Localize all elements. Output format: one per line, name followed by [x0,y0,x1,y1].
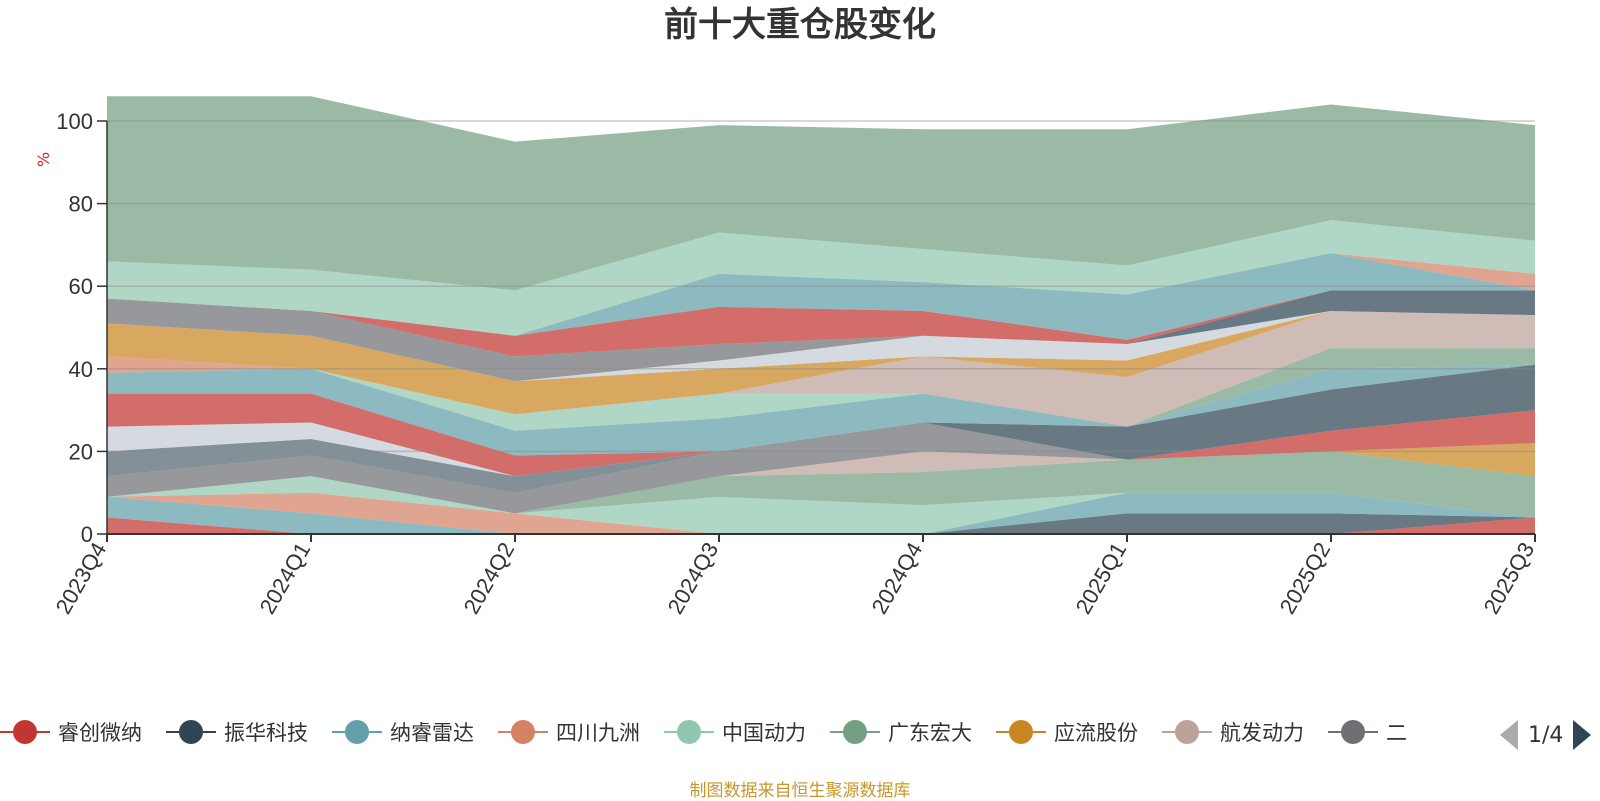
legend-label: 四川九洲 [556,721,640,745]
x-tick-label: 2024Q1 [255,538,316,618]
legend-label: 振华科技 [224,721,308,745]
area-series-11 [107,364,1535,493]
x-tick-label: 2024Q4 [867,538,928,618]
area-series-9 [107,422,1535,514]
area-series-15 [107,364,1535,456]
area-series-27 [107,220,1535,336]
legend-swatch-icon [0,720,50,744]
area-series-3 [107,492,1535,534]
area-series-7 [107,443,1535,514]
area-series-20 [107,310,1535,415]
y-tick-label: 60 [69,274,93,299]
area-series-18 [107,348,1535,427]
area-series-10 [107,410,1535,493]
legend-label: 睿创微纳 [58,721,142,745]
legend-pager: 1/4 [1500,718,1600,752]
area-series-26 [107,253,1535,336]
area-series-24 [107,290,1535,357]
legend-label: 纳睿雷达 [390,721,474,745]
legend-swatch-icon [498,720,548,744]
area-series-22 [107,298,1535,382]
chart-title: 前十大重仓股变化 [664,5,936,45]
area-series-16 [107,364,1535,431]
legend-swatch-icon [1162,720,1212,744]
source-note: 制图数据来自恒生聚源数据库 [689,781,911,801]
legend-swatch-icon [996,720,1046,744]
area-series-6 [107,451,1535,518]
legend-item[interactable]: 二 [1328,717,1407,747]
legend-swatch-icon [166,720,216,744]
legend: 睿创微纳 振华科技 纳睿雷达 四川九洲 中国动力 广东宏大 应流股份 航发动力 二 [0,712,1500,752]
area-series-4 [107,492,1535,534]
x-tick-label: 2024Q2 [459,538,520,618]
legend-swatch-icon [664,720,714,744]
y-tick-label: 80 [69,192,93,217]
y-tick-label: 100 [56,109,93,134]
pager-prev-icon[interactable] [1500,720,1518,750]
pager-label: 1/4 [1528,722,1564,748]
area-series-1 [107,517,1535,534]
x-tick-label: 2025Q3 [1479,538,1540,618]
legend-swatch-icon [1328,720,1378,744]
x-tick-label: 2024Q3 [663,538,724,618]
legend-label: 二 [1386,721,1407,745]
y-tick-label: 0 [81,522,93,547]
x-tick-label: 2025Q2 [1275,538,1336,618]
legend-swatch-icon [830,720,880,744]
legend-label: 航发动力 [1220,721,1304,745]
area-series-group [107,96,1535,534]
legend-item[interactable]: 睿创微纳 [0,717,142,747]
area-series-19 [107,310,1535,427]
area-series-28 [107,96,1535,291]
legend-item[interactable]: 振华科技 [166,717,308,747]
legend-swatch-icon [332,720,382,744]
legend-item[interactable]: 广东宏大 [830,717,972,747]
plot-area: 0 20 40 60 80 100 2023Q4 2024Q1 2024Q2 2024Q3 2024… [51,96,1540,618]
legend-item[interactable]: 四川九洲 [498,717,640,747]
legend-item[interactable]: 航发动力 [1162,717,1304,747]
pager-next-icon[interactable] [1573,720,1592,750]
area-series-25 [107,253,1535,340]
y-tick-label: 20 [69,439,93,464]
legend-item[interactable]: 应流股份 [996,717,1138,747]
y-tick-label: 40 [69,357,93,382]
area-series-14 [107,364,1535,477]
area-series-2 [107,513,1535,534]
legend-label: 应流股份 [1054,721,1138,745]
legend-item[interactable]: 纳睿雷达 [332,717,474,747]
area-series-23 [107,290,1535,357]
area-series-5 [107,476,1535,534]
x-tick-label: 2025Q1 [1071,538,1132,618]
legend-item[interactable]: 中国动力 [664,717,806,747]
x-tick-label: 2023Q4 [51,538,112,618]
legend-label: 广东宏大 [888,721,972,745]
legend-label: 中国动力 [722,721,806,745]
